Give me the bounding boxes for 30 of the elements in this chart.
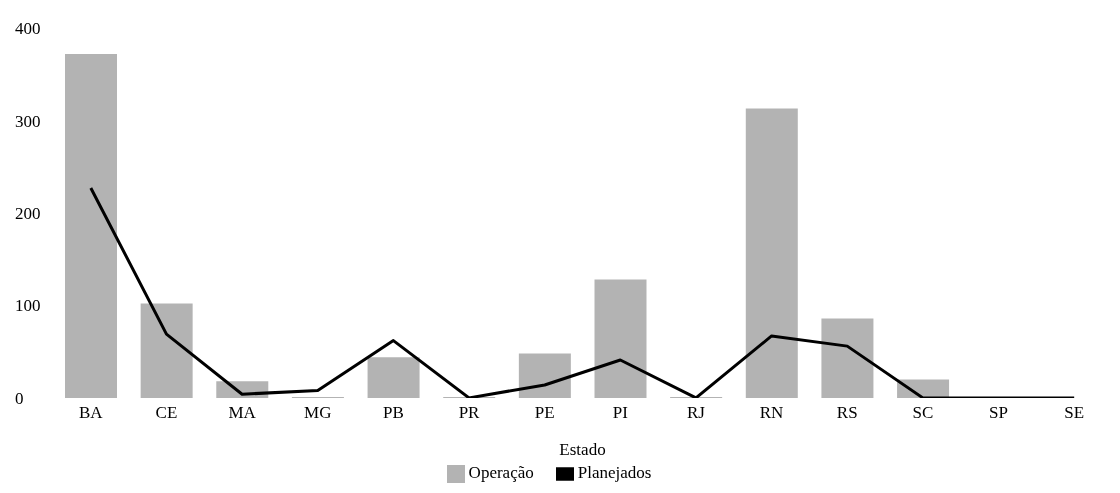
legend-label: Operação — [468, 462, 534, 482]
y-tick-label: 0 — [15, 388, 24, 408]
x-axis-title: Estado — [559, 439, 606, 459]
x-tick-label: PE — [534, 402, 555, 422]
x-tick-label: PB — [382, 402, 404, 422]
legend-label: Planejados — [577, 462, 652, 482]
x-tick-label: SP — [989, 402, 1008, 422]
bar — [367, 357, 420, 398]
x-tick-label: BA — [79, 402, 104, 422]
bar — [594, 279, 647, 398]
x-tick-label: SC — [912, 402, 934, 422]
bar — [821, 318, 874, 398]
x-tick-label: RJ — [686, 402, 706, 422]
x-tick-label: PR — [458, 402, 481, 422]
bar — [140, 303, 193, 398]
x-tick-label: PI — [612, 402, 629, 422]
y-tick-label: 100 — [15, 296, 41, 316]
y-tick-label: 300 — [15, 111, 41, 131]
y-tick-label: 400 — [15, 19, 41, 39]
x-tick-label: RN — [759, 402, 784, 422]
bar — [65, 53, 117, 398]
y-tick-label: 200 — [15, 203, 41, 223]
bar — [745, 108, 798, 398]
x-tick-label: MG — [304, 402, 332, 422]
x-tick-label: CE — [155, 402, 178, 422]
x-tick-label: RS — [836, 402, 858, 422]
x-tick-label: SE — [1064, 402, 1085, 422]
x-tick-label: MA — [228, 402, 257, 422]
bar — [518, 353, 571, 398]
line-series — [89, 186, 1076, 398]
